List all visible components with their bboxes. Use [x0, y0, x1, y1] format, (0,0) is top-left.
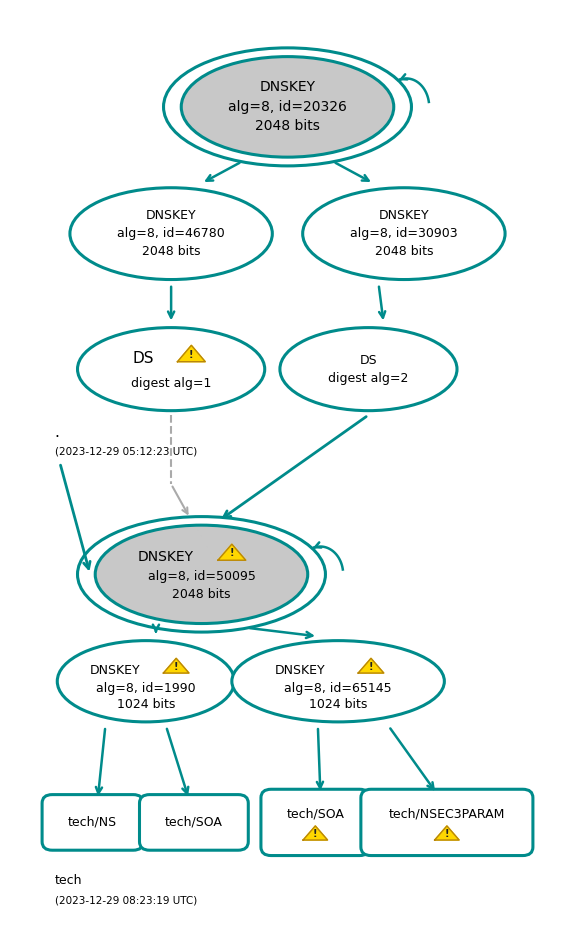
- Ellipse shape: [58, 641, 235, 722]
- Text: !: !: [313, 829, 317, 838]
- Polygon shape: [435, 826, 459, 840]
- FancyBboxPatch shape: [361, 790, 533, 855]
- Ellipse shape: [232, 641, 444, 722]
- Text: DNSKEY: DNSKEY: [275, 664, 325, 677]
- Polygon shape: [218, 544, 246, 560]
- Text: (2023-12-29 05:12:23 UTC): (2023-12-29 05:12:23 UTC): [55, 446, 197, 457]
- Text: DNSKEY
alg=8, id=30903
2048 bits: DNSKEY alg=8, id=30903 2048 bits: [350, 209, 458, 258]
- FancyBboxPatch shape: [42, 794, 143, 850]
- Ellipse shape: [95, 525, 308, 623]
- Text: tech/SOA: tech/SOA: [165, 816, 223, 829]
- Text: alg=8, id=65145: alg=8, id=65145: [284, 682, 392, 696]
- Text: !: !: [174, 662, 178, 672]
- Text: tech/NS: tech/NS: [68, 816, 117, 829]
- Ellipse shape: [302, 188, 505, 279]
- Ellipse shape: [181, 56, 394, 157]
- Text: tech/NSEC3PARAM: tech/NSEC3PARAM: [389, 807, 505, 821]
- FancyBboxPatch shape: [261, 790, 370, 855]
- Text: .: .: [55, 425, 60, 440]
- Polygon shape: [303, 826, 328, 840]
- Text: alg=8, id=50095: alg=8, id=50095: [148, 570, 255, 583]
- Ellipse shape: [70, 188, 273, 279]
- Polygon shape: [178, 345, 205, 362]
- Polygon shape: [163, 658, 189, 673]
- Polygon shape: [358, 658, 384, 673]
- Text: DNSKEY: DNSKEY: [138, 550, 194, 564]
- Text: tech: tech: [55, 874, 82, 887]
- Text: (2023-12-29 08:23:19 UTC): (2023-12-29 08:23:19 UTC): [55, 896, 197, 905]
- Ellipse shape: [280, 328, 457, 411]
- Text: 1024 bits: 1024 bits: [309, 698, 367, 712]
- Text: !: !: [229, 548, 234, 558]
- FancyBboxPatch shape: [140, 794, 248, 850]
- Ellipse shape: [78, 328, 264, 411]
- Text: 2048 bits: 2048 bits: [172, 588, 231, 602]
- Text: alg=8, id=1990: alg=8, id=1990: [96, 682, 196, 696]
- Text: DS: DS: [133, 351, 154, 366]
- Text: DNSKEY
alg=8, id=20326
2048 bits: DNSKEY alg=8, id=20326 2048 bits: [228, 81, 347, 133]
- Text: DNSKEY
alg=8, id=46780
2048 bits: DNSKEY alg=8, id=46780 2048 bits: [117, 209, 225, 258]
- Text: tech/SOA: tech/SOA: [286, 807, 344, 821]
- Text: !: !: [369, 662, 373, 672]
- Text: DS
digest alg=2: DS digest alg=2: [328, 353, 409, 384]
- Text: 1024 bits: 1024 bits: [117, 698, 175, 712]
- Text: DNSKEY: DNSKEY: [90, 664, 141, 677]
- Text: digest alg=1: digest alg=1: [131, 377, 211, 389]
- Text: !: !: [189, 350, 194, 360]
- Text: !: !: [444, 829, 449, 838]
